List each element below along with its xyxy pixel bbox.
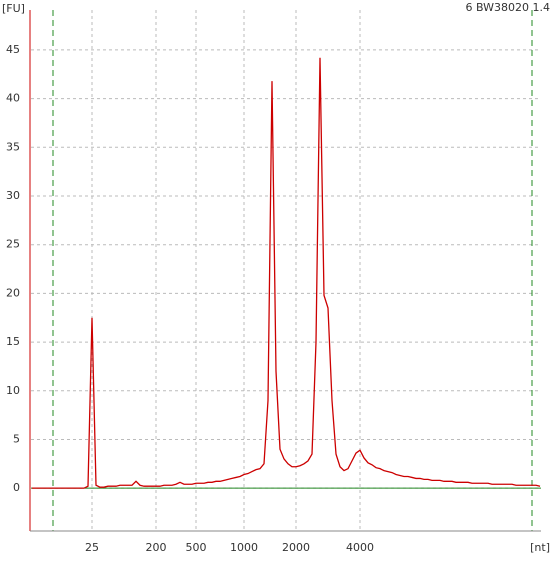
y-tick-label: 5	[13, 432, 20, 445]
y-tick-label: 40	[6, 92, 20, 105]
x-axis-label: [nt]	[530, 541, 550, 554]
trace-line	[32, 57, 541, 489]
x-tick-label: 1000	[230, 541, 258, 554]
y-tick-label: 30	[6, 189, 20, 202]
y-tick-label: 0	[13, 481, 20, 494]
y-axis-label: [FU]	[2, 2, 25, 15]
x-tick-label: 2000	[282, 541, 310, 554]
x-tick-label: 25	[85, 541, 99, 554]
y-tick-label: 20	[6, 286, 20, 299]
x-tick-label: 500	[186, 541, 207, 554]
y-tick-label: 10	[6, 384, 20, 397]
x-tick-label: 4000	[346, 541, 374, 554]
y-tick-label: 35	[6, 140, 20, 153]
y-tick-label: 15	[6, 335, 20, 348]
y-tick-label: 45	[6, 43, 20, 56]
chart-title: 6 BW38020 1.4	[465, 1, 550, 14]
y-tick-label: 25	[6, 238, 20, 251]
x-tick-label: 200	[146, 541, 167, 554]
